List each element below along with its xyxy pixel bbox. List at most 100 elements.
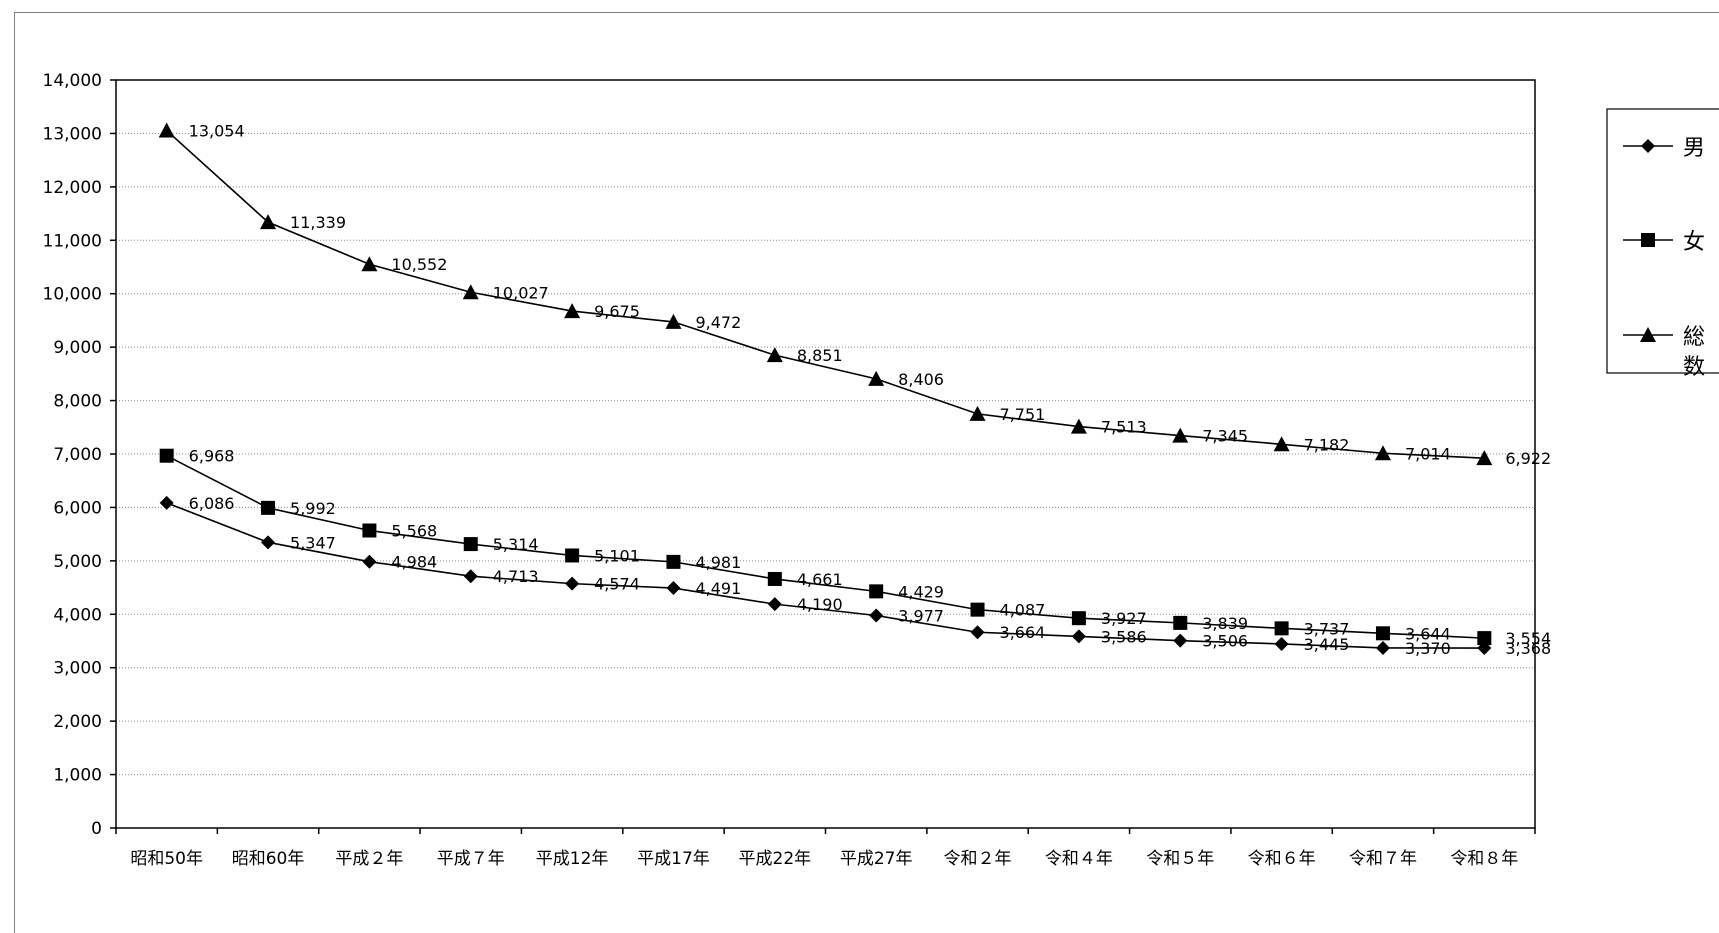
y-tick-label-2: 2,000 — [53, 712, 102, 732]
point-total-2 — [361, 256, 378, 272]
x-tick-label-7: 平成27年 — [840, 849, 913, 869]
data-label-total-8: 7,751 — [1000, 405, 1046, 424]
point-total-0 — [158, 122, 175, 138]
data-label-total-10: 7,345 — [1202, 427, 1248, 446]
data-label-male-13: 3,368 — [1505, 639, 1551, 658]
x-tick-label-0: 昭和50年 — [130, 849, 203, 869]
y-tick-label-7: 7,000 — [53, 445, 102, 465]
data-label-male-3: 4,713 — [493, 567, 539, 586]
point-female-6 — [767, 571, 782, 586]
y-tick-label-1: 1,000 — [53, 766, 102, 786]
point-total-4 — [564, 303, 581, 319]
point-male-5 — [666, 581, 681, 596]
data-label-female-9: 3,927 — [1101, 609, 1147, 628]
point-male-0 — [159, 495, 174, 510]
y-tick-label-0: 0 — [91, 819, 102, 839]
data-label-total-5: 9,472 — [695, 313, 741, 332]
data-label-female-6: 4,661 — [797, 570, 843, 589]
y-tick-label-13: 13,000 — [43, 124, 102, 144]
point-total-12 — [1374, 445, 1391, 461]
x-tick-label-8: 令和２年 — [944, 849, 1012, 869]
series-line-female — [166, 454, 1485, 639]
data-label-female-3: 5,314 — [493, 535, 539, 554]
point-male-9 — [1071, 629, 1086, 644]
x-tick-label-4: 平成12年 — [536, 849, 609, 869]
point-total-3 — [462, 284, 479, 300]
data-label-male-5: 4,491 — [695, 579, 741, 598]
x-tick-label-1: 昭和60年 — [232, 849, 305, 869]
chart-frame — [14, 12, 1719, 933]
data-label-female-2: 5,568 — [391, 522, 437, 541]
point-male-10 — [1173, 633, 1188, 648]
data-label-total-4: 9,675 — [594, 302, 640, 321]
data-label-total-11: 7,182 — [1304, 435, 1350, 454]
point-male-2 — [362, 554, 377, 569]
data-label-total-9: 7,513 — [1101, 418, 1147, 437]
data-label-total-2: 10,552 — [391, 255, 447, 274]
data-label-female-4: 5,101 — [594, 546, 640, 565]
point-total-6 — [766, 347, 783, 363]
data-label-female-1: 5,992 — [290, 499, 336, 518]
data-label-male-8: 3,664 — [1000, 623, 1046, 642]
data-label-total-13: 6,922 — [1505, 449, 1551, 468]
point-total-9 — [1070, 418, 1087, 434]
point-total-7 — [868, 370, 885, 386]
y-tick-label-12: 12,000 — [43, 178, 102, 198]
point-female-13 — [1477, 631, 1492, 646]
data-label-male-2: 4,984 — [391, 553, 437, 572]
legend-label-total-0: 総 — [1683, 325, 1705, 350]
legend-marker-female — [1641, 233, 1655, 247]
data-label-total-3: 10,027 — [493, 283, 549, 302]
x-tick-label-6: 平成22年 — [739, 849, 812, 869]
legend-label-male-0: 男 — [1683, 136, 1705, 161]
point-male-1 — [261, 535, 276, 550]
data-label-female-0: 6,968 — [189, 447, 235, 466]
point-female-0 — [159, 448, 174, 463]
data-label-female-11: 3,737 — [1304, 619, 1350, 638]
series-line-male — [166, 502, 1485, 649]
y-tick-label-10: 10,000 — [43, 285, 102, 305]
data-label-male-4: 4,574 — [594, 575, 640, 594]
legend-marker-total — [1640, 327, 1656, 342]
x-tick-label-13: 令和８年 — [1450, 849, 1518, 869]
data-label-female-5: 4,981 — [695, 553, 741, 572]
point-female-9 — [1071, 611, 1086, 626]
data-label-female-10: 3,839 — [1202, 614, 1248, 633]
point-female-8 — [970, 602, 985, 617]
point-total-11 — [1273, 436, 1290, 452]
x-tick-label-5: 平成17年 — [637, 849, 710, 869]
point-female-1 — [261, 500, 276, 515]
data-label-total-12: 7,014 — [1405, 444, 1451, 463]
point-female-4 — [565, 548, 580, 563]
point-male-6 — [767, 597, 782, 612]
y-tick-label-8: 8,000 — [53, 392, 102, 412]
point-total-10 — [1172, 427, 1189, 443]
x-tick-label-3: 平成７年 — [437, 849, 505, 869]
point-female-2 — [362, 523, 377, 538]
y-tick-label-9: 9,000 — [53, 338, 102, 358]
data-label-female-13: 3,554 — [1505, 629, 1551, 648]
x-tick-label-11: 令和６年 — [1248, 849, 1316, 869]
point-male-4 — [565, 576, 580, 591]
data-label-male-10: 3,506 — [1202, 632, 1248, 651]
data-label-total-7: 8,406 — [898, 370, 944, 389]
point-female-7 — [869, 584, 884, 599]
series-line-total — [166, 129, 1485, 459]
legend-marker-male — [1641, 139, 1655, 153]
point-male-12 — [1375, 640, 1390, 655]
x-tick-label-10: 令和５年 — [1146, 849, 1214, 869]
data-label-male-11: 3,445 — [1304, 635, 1350, 654]
legend-label-female-0: 女 — [1683, 230, 1705, 255]
y-tick-label-6: 6,000 — [53, 498, 102, 518]
x-tick-label-2: 平成２年 — [335, 849, 403, 869]
point-female-5 — [666, 554, 681, 569]
data-label-total-6: 8,851 — [797, 346, 843, 365]
point-male-3 — [463, 569, 478, 584]
point-total-5 — [665, 313, 682, 329]
data-label-male-7: 3,977 — [898, 607, 944, 626]
point-female-11 — [1274, 621, 1289, 636]
data-label-total-1: 11,339 — [290, 213, 346, 232]
y-tick-label-5: 5,000 — [53, 552, 102, 572]
x-tick-label-12: 令和７年 — [1349, 849, 1417, 869]
